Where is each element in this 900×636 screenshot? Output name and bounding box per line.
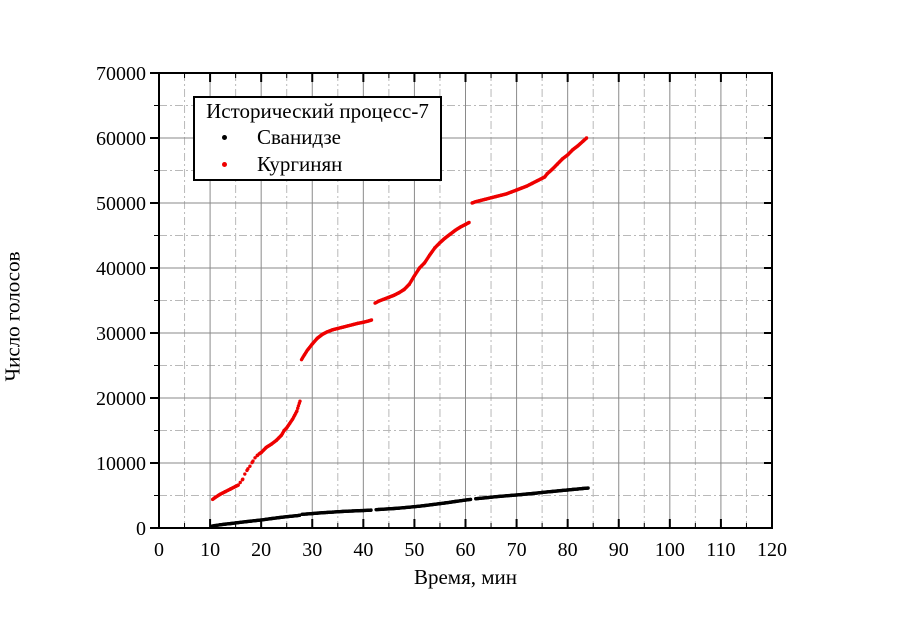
svg-text:70000: 70000 [96, 63, 146, 85]
svg-text:50000: 50000 [96, 193, 146, 215]
svg-text:40000: 40000 [96, 258, 146, 280]
svg-text:70: 70 [507, 539, 527, 561]
svg-text:100: 100 [655, 539, 685, 561]
series-marker-red-dot-icon [222, 162, 227, 167]
x-tick-labels: 0 10 20 30 40 50 60 70 80 90 100 110 120 [154, 539, 787, 561]
x-axis-label: Время, мин [413, 565, 518, 589]
svg-text:60000: 60000 [96, 128, 146, 150]
legend-title: Исторический процесс-7 [206, 99, 429, 123]
y-axis-label: Число голосов [0, 251, 25, 382]
svg-text:110: 110 [706, 539, 735, 561]
legend-label-svanidze: Сванидзе [257, 125, 341, 149]
legend-item-kurginyan: Кургинян [198, 151, 437, 178]
svg-text:10: 10 [200, 539, 220, 561]
y-tick-labels: 0 10000 20000 30000 40000 50000 60000 70000 [96, 63, 146, 540]
svg-text:10000: 10000 [96, 453, 146, 475]
legend: Исторический процесс-7 Сванидзе Кургинян [193, 96, 442, 181]
svg-text:80: 80 [558, 539, 578, 561]
svg-text:120: 120 [757, 539, 787, 561]
svg-text:90: 90 [609, 539, 629, 561]
svg-text:20000: 20000 [96, 388, 146, 410]
svg-text:50: 50 [404, 539, 424, 561]
svg-text:30000: 30000 [96, 323, 146, 345]
svg-text:20: 20 [251, 539, 271, 561]
svg-text:0: 0 [154, 539, 164, 561]
series-kurginyan [210, 136, 589, 502]
legend-item-svanidze: Сванидзе [198, 124, 437, 151]
series-marker-black-dot-icon [222, 135, 227, 140]
svg-text:60: 60 [456, 539, 476, 561]
series-svanidze [210, 486, 590, 528]
svg-text:30: 30 [302, 539, 322, 561]
svg-text:0: 0 [136, 518, 146, 540]
axis-ticks [150, 72, 773, 529]
legend-label-kurginyan: Кургинян [257, 152, 343, 176]
svg-text:40: 40 [353, 539, 373, 561]
